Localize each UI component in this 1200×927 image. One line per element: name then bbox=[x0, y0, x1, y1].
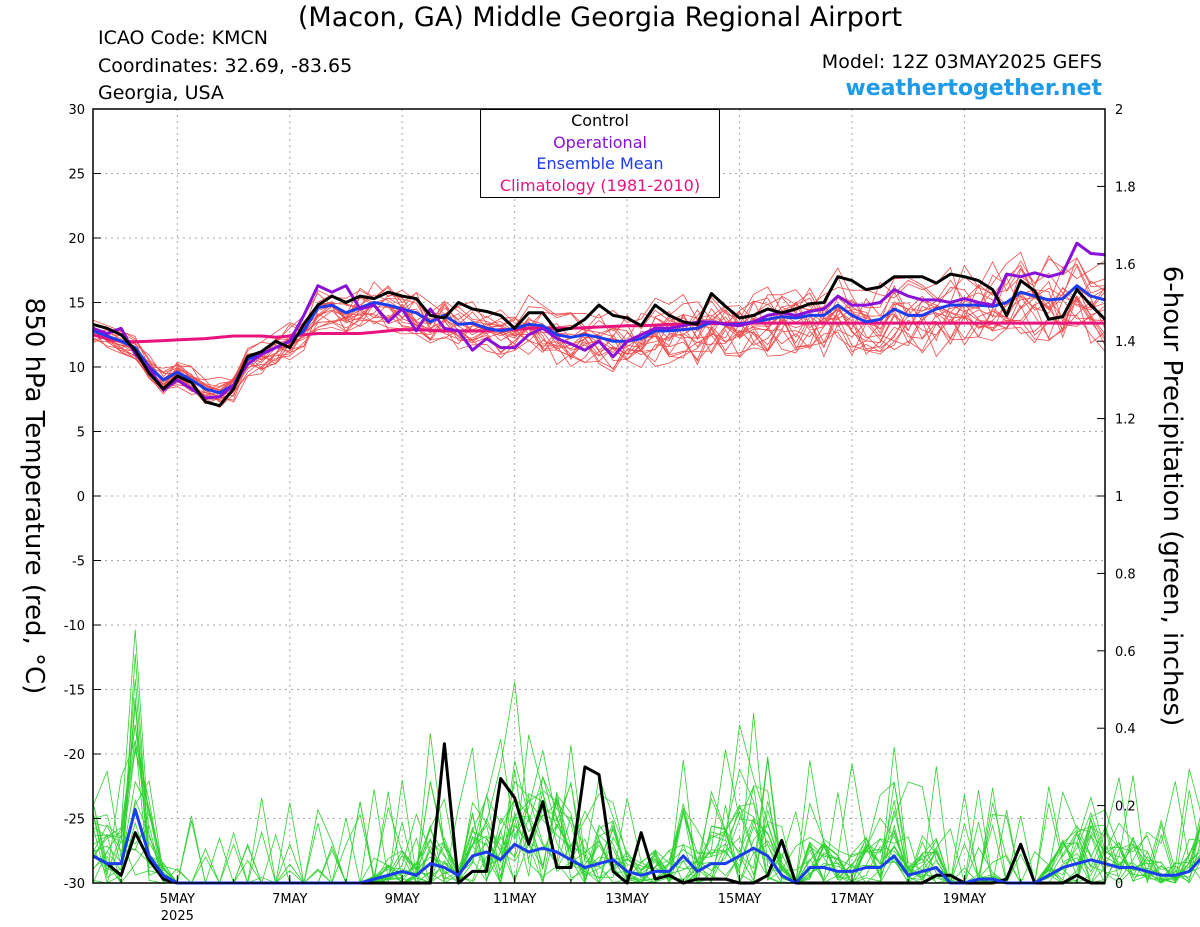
y-tick-label-right: 1.2 bbox=[1115, 413, 1136, 428]
temperature-climatology-1981-2010-line bbox=[92, 321, 1105, 344]
grid-lines bbox=[93, 109, 1105, 883]
temperature-member-line bbox=[92, 257, 1106, 394]
precipitation-member-line bbox=[92, 734, 1200, 885]
icao-code: ICAO Code: KMCN bbox=[98, 27, 268, 49]
precipitation-member-line bbox=[92, 749, 1200, 885]
y-tick-label-left: 10 bbox=[68, 361, 85, 376]
legend-operational: Operational bbox=[553, 132, 647, 152]
y-tick-label-right: 0 bbox=[1115, 877, 1123, 892]
precipitation-member-line bbox=[92, 739, 1200, 884]
y-tick-label-right: 1.4 bbox=[1115, 335, 1136, 350]
coordinates: Coordinates: 32.69, -83.65 bbox=[98, 55, 353, 77]
chart-title: (Macon, GA) Middle Georgia Regional Airp… bbox=[297, 2, 903, 33]
temperature-control-line bbox=[92, 272, 1107, 408]
x-tick-label: 15MAY bbox=[718, 892, 762, 907]
y-tick-label-left: -5 bbox=[72, 555, 85, 570]
precipitation-member-line bbox=[92, 724, 1200, 884]
legend-control: Control bbox=[571, 111, 629, 130]
y-tick-label-right: 0.8 bbox=[1115, 567, 1136, 582]
y-tick-label-left: -25 bbox=[64, 813, 85, 828]
precipitation-member-line bbox=[92, 724, 1200, 884]
model-label: Model: 12Z 03MAY2025 GEFS bbox=[821, 51, 1102, 73]
x-tick-label: 5MAY bbox=[160, 892, 195, 907]
x-tick-label: 19MAY bbox=[943, 892, 987, 907]
y-tick-label-left: 5 bbox=[77, 426, 85, 441]
y-tick-label-left: 15 bbox=[68, 297, 85, 312]
legend-ensemble-mean: Ensemble Mean bbox=[536, 154, 664, 173]
y-tick-label-right: 1 bbox=[1115, 490, 1123, 505]
temperature-member-line bbox=[92, 297, 1106, 408]
y-tick-label-left: -30 bbox=[64, 877, 85, 892]
precipitation-member-line bbox=[92, 713, 1200, 884]
legend: Control Operational Ensemble Mean Climat… bbox=[480, 109, 720, 198]
y-tick-label-right: 1.6 bbox=[1115, 258, 1136, 273]
y-tick-label-right: 0.2 bbox=[1115, 800, 1136, 815]
precipitation-members bbox=[92, 629, 1200, 885]
y-tick-label-left: 25 bbox=[68, 168, 85, 183]
temperature-member-line bbox=[92, 291, 1106, 401]
temperature-member-line bbox=[92, 305, 1106, 401]
y-tick-label-left: -15 bbox=[64, 684, 85, 699]
site-label: weathertogether.net bbox=[845, 76, 1102, 101]
x-tick-label: 7MAY bbox=[272, 892, 307, 907]
temperature-member-line bbox=[92, 298, 1106, 403]
y-tick-label-left: -10 bbox=[64, 619, 85, 634]
x-tick-label: 13MAY bbox=[605, 892, 649, 907]
x-tick-label: 17MAY bbox=[830, 892, 874, 907]
y-tick-label-left: 20 bbox=[68, 232, 85, 247]
y-tick-label-left: -20 bbox=[64, 748, 85, 763]
precipitation-member-line bbox=[92, 749, 1200, 884]
y-tick-label-right: 1.8 bbox=[1115, 180, 1136, 195]
precipitation-member-line bbox=[92, 678, 1200, 885]
legend-climatology: Climatology (1981-2010) bbox=[499, 175, 701, 195]
temperature-operational-line bbox=[92, 241, 1106, 400]
y-tick-label-left: 30 bbox=[68, 103, 85, 118]
x-tick-year-label: 2025 bbox=[161, 909, 194, 924]
y-tick-label-right: 0.6 bbox=[1115, 645, 1136, 660]
y-tick-label-right: 0.4 bbox=[1115, 722, 1136, 737]
y-tick-label-right: 2 bbox=[1115, 103, 1123, 118]
x-tick-label: 9MAY bbox=[385, 892, 420, 907]
y-tick-label-left: 0 bbox=[77, 490, 85, 505]
x-tick-label: 11MAY bbox=[493, 892, 537, 907]
precipitation-member-line bbox=[92, 629, 1200, 884]
region: Georgia, USA bbox=[98, 82, 224, 104]
precipitation-member-line bbox=[92, 766, 1200, 885]
precipitation-member-line bbox=[92, 704, 1200, 885]
